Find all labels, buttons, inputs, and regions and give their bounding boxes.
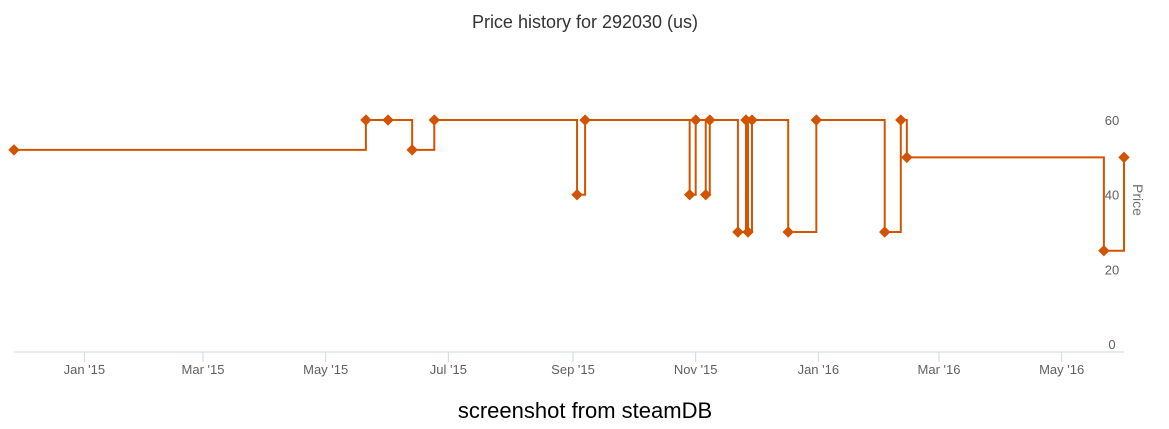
price-point-marker[interactable] [428,114,440,126]
caption: screenshot from steamDB [458,398,712,423]
marker-layer [8,114,1130,257]
price-point-marker[interactable] [732,226,744,238]
price-point-marker[interactable] [901,151,913,164]
x-tick-label: May '15 [303,362,348,377]
price-point-marker[interactable] [689,114,702,126]
price-point-marker[interactable] [683,188,696,201]
chart-title: Price history for 292030 (us) [472,12,698,32]
price-point-marker[interactable] [360,114,372,126]
price-point-marker[interactable] [571,188,583,201]
x-axis: Jan '15 Mar '15 May '15 Jul '15 Sep '15 Nov '… [14,351,1124,377]
series-layer [14,119,1125,252]
x-tick-label: Jan '15 [64,362,106,377]
y-tick-label: 60 [1105,113,1119,128]
price-point-marker[interactable] [878,226,891,238]
x-tick-label: May '16 [1039,362,1084,377]
x-tick-label: Mar '16 [918,362,961,377]
x-tick-label: Jul '15 [430,362,467,377]
y-tick-label: 20 [1105,262,1119,277]
price-point-marker[interactable] [782,226,794,238]
y-tick-label: 0 [1108,337,1115,352]
price-point-marker[interactable] [810,114,823,126]
y-axis-title: Price [1130,184,1146,216]
price-point-marker[interactable] [8,144,20,156]
x-tick-label: Jan '16 [798,362,840,377]
price-point-marker[interactable] [1098,244,1110,257]
price-point-marker[interactable] [704,114,716,126]
price-point-marker[interactable] [1118,151,1130,164]
price-point-marker[interactable] [700,188,712,201]
x-tick-label: Sep '15 [551,362,595,377]
price-point-marker[interactable] [746,114,758,126]
price-point-marker[interactable] [895,114,907,126]
x-tick-label: Nov '15 [674,362,718,377]
y-axis: 0 20 40 60 [1105,113,1119,352]
x-tick-label: Mar '15 [182,362,225,377]
price-series-line [14,119,1125,252]
price-point-marker[interactable] [742,226,754,238]
y-tick-label: 40 [1105,188,1119,203]
price-point-marker[interactable] [382,114,394,126]
price-point-marker[interactable] [579,114,591,126]
price-point-marker[interactable] [406,144,418,156]
